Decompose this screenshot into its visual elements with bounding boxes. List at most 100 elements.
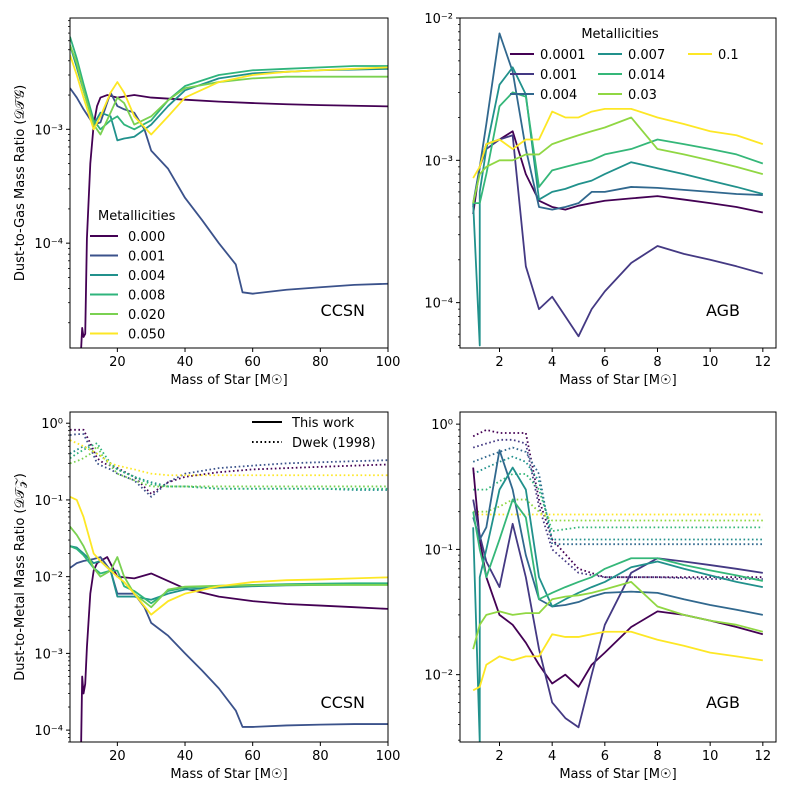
legend-entry: 0.020 [128,308,165,323]
series-line-0.03 [472,116,764,204]
series-line-0.001 [70,87,388,295]
y-tick-label: 10⁻³ [424,154,453,169]
series-line-0.1 [472,630,763,692]
y-tick-label: 10⁻¹ [34,494,63,509]
x-tick-label: 100 [376,749,401,764]
y-tick-label: 10⁻³ [34,123,63,138]
x-tick-label: 12 [755,749,772,764]
legend-entry: This work [291,416,355,431]
panel-label: AGB [706,301,740,320]
y-tick-label: 10⁻² [424,669,453,684]
legend-entry: 0.004 [128,269,165,284]
series-line-0.03-Dwek-1998- [473,498,763,522]
legend-entry: 0.000 [128,230,165,245]
series-line-0.007 [472,66,764,347]
x-tick-label: 12 [755,355,772,370]
series-line-0.004 [70,44,388,142]
y-tick-label: 10⁰ [41,417,63,432]
y-tick-label: 10⁻⁴ [34,724,63,739]
x-tick-label: 20 [109,749,126,764]
series-line-0.020-Dwek-1998- [70,445,388,488]
y-tick-label: 10⁻⁴ [34,237,63,252]
series-line-0.008-Dwek-1998- [70,442,388,490]
y-tick-label: 10⁻⁴ [424,297,453,312]
panel-label: CCSN [321,301,365,320]
series-line-0.004 [472,32,763,211]
legend-entry: 0.001 [540,68,577,83]
panel-dtg-ccsn: 20 40 60 80 100 10⁻⁴ 10⁻³ Mass of Star [M☉] Dust… [13,17,401,388]
legend-entry: 0.008 [128,289,165,304]
legend-title: Metallicities [98,209,176,224]
panel-dtz-ccsn: 20 40 60 80 100 10⁻⁴ 10⁻³ 10⁻² 10⁻¹ 10⁰ Mass of St… [13,411,401,782]
x-tick-label: 80 [312,749,329,764]
legend-entry: 0.0001 [540,48,586,63]
series-line-0.020 [70,44,388,136]
legend-entry: 0.004 [540,88,577,103]
legend-entry: 0.014 [628,68,665,83]
series-line-0.050-Dwek-1998- [70,439,388,477]
series-line-0.001-Dwek-1998- [472,438,763,580]
y-tick-label: 10⁻¹ [424,543,453,558]
legend-entry: 0.007 [628,48,665,63]
series-line-0.03 [472,581,764,650]
x-axis-label: Mass of Star [M☉] [559,767,676,782]
x-tick-label: 20 [109,355,126,370]
series-line-0.014 [473,91,764,205]
series-line-0.001-Dwek-1998- [70,433,388,498]
x-axis-label: Mass of Star [M☉] [170,373,287,388]
x-axis-label: Mass of Star [M☉] [559,373,676,388]
series-line-0.020 [70,525,388,609]
legend: This work Dwek (1998) [252,416,376,451]
x-tick-label: 4 [548,749,556,764]
series-line-0.004 [472,449,764,616]
panel-dtg-agb: 2 4 6 8 10 12 10⁻⁴ 10⁻³ 10⁻² Mass of Star [M☉] AGB… [424,12,777,388]
axes-frame [459,17,777,349]
x-tick-label: 80 [312,355,329,370]
series-line-0.1 [472,107,764,179]
x-tick-label: 2 [495,749,503,764]
legend-title: Metallicities [581,27,659,42]
x-tick-label: 8 [653,355,661,370]
x-tick-label: 8 [653,749,661,764]
panel-dtz-agb: 2 4 6 8 10 12 10⁻² 10⁻¹ 10⁰ Mass of Star [M☉] AGB [424,411,777,782]
y-tick-label: 10⁻³ [34,647,63,662]
y-axis-label: Dust-to-Gas Mass Ratio (𝒟𝒯𝒢) [13,85,28,281]
series-line-0.014-Dwek-1998- [473,473,763,532]
legend-entry: 0.001 [128,250,165,265]
x-axis-label: Mass of Star [M☉] [170,767,287,782]
x-tick-label: 100 [376,355,401,370]
series-line-0.000-Dwek-1998- [70,428,388,495]
series-line-0.004-Dwek-1998- [472,446,763,546]
x-tick-label: 60 [244,355,261,370]
series-group [472,32,764,347]
y-tick-label: 10⁻² [424,12,453,27]
series-line-0.001 [472,499,763,729]
x-tick-label: 6 [601,355,609,370]
x-tick-label: 60 [244,749,261,764]
x-tick-label: 2 [495,355,503,370]
y-tick-label: 10⁻² [34,571,63,586]
y-tick-label: 10⁰ [431,418,453,433]
x-tick-label: 10 [702,355,719,370]
series-line-0.007 [472,466,764,742]
legend: Metallicities 0.000 0.001 0.004 0.008 0.020 0.… [90,209,176,343]
series-line-0.007-Dwek-1998- [472,455,763,541]
legend: Metallicities 0.0001 0.001 0.004 0.007 0.014 0… [510,27,739,103]
x-tick-label: 10 [702,749,719,764]
x-tick-label: 40 [177,355,194,370]
legend-entry: 0.050 [128,328,165,343]
series-line-0.050 [70,495,388,616]
panel-label: AGB [706,693,740,712]
series-group [70,36,388,348]
x-tick-label: 6 [601,749,609,764]
series-group [70,428,388,742]
panel-label: CCSN [321,693,365,712]
axes-frame [69,17,389,349]
legend-entry: 0.1 [718,48,739,63]
y-axis-label: Dust-to-Metal Mass Ratio (𝒟𝒯𝒵) [13,473,28,681]
x-tick-label: 40 [177,749,194,764]
series-line-0.014 [472,498,764,601]
series-group [472,428,764,742]
series-line-0.050 [70,54,388,136]
